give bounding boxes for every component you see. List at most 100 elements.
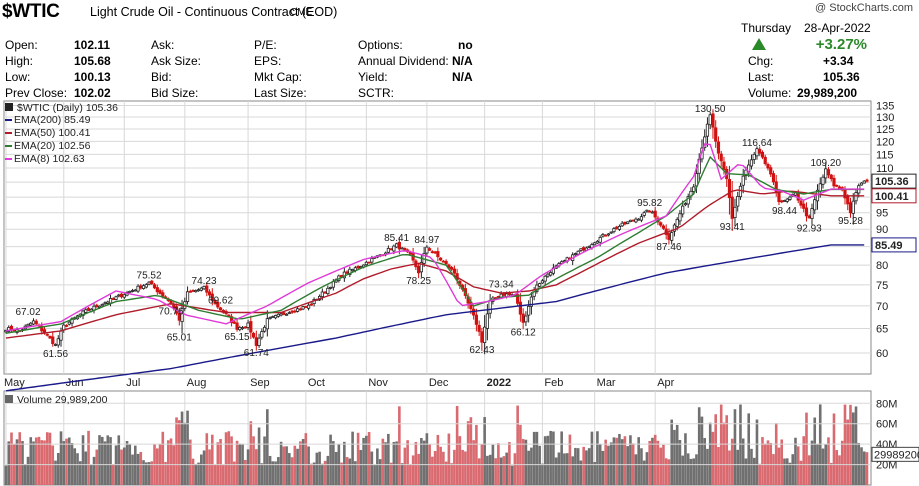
candle-body	[328, 286, 333, 289]
volume-bar	[370, 451, 374, 485]
legend-ema-entry: EMA(20) 102.56	[14, 140, 91, 152]
volume-bar	[703, 438, 707, 485]
volume-bar	[664, 458, 668, 485]
volume-bar	[321, 463, 324, 485]
volume-bar	[219, 439, 222, 485]
price-tick-label: 70	[876, 301, 888, 313]
volume-bar	[100, 436, 104, 485]
volume-bar	[736, 449, 740, 485]
candle-body	[615, 226, 619, 229]
volume-bar	[359, 449, 363, 485]
price-tick-label: 125	[876, 124, 894, 136]
candle-body	[100, 304, 104, 307]
volume-bar	[821, 448, 825, 485]
volume-bar	[271, 461, 275, 485]
volume-bar	[76, 453, 79, 485]
volume-bar	[373, 465, 376, 485]
volume-bar	[612, 437, 616, 485]
candle-body	[136, 285, 140, 292]
volume-bar	[865, 452, 869, 485]
volume-bar	[420, 438, 423, 485]
volume-bar	[750, 448, 753, 485]
price-annotation: 95.28	[838, 216, 863, 227]
volume-bar	[277, 457, 280, 485]
volume-bar	[120, 449, 123, 485]
stockcharts-credit[interactable]: @ StockCharts.com	[815, 2, 913, 14]
volume-bar	[216, 442, 220, 485]
volume-bar	[810, 440, 814, 485]
volume-bar	[98, 435, 101, 485]
volume-bar	[4, 465, 8, 485]
price-tick-label: 110	[876, 163, 894, 175]
volume-bar	[604, 439, 607, 485]
volume-bar	[109, 437, 112, 485]
volume-bar	[846, 419, 850, 485]
candle-body	[356, 266, 360, 269]
price-annotation: 84.97	[414, 235, 439, 246]
candle-body	[450, 266, 454, 270]
volume-bar	[348, 458, 352, 485]
volume-bar	[334, 451, 338, 485]
candle-body	[345, 271, 349, 274]
candle-body	[295, 308, 300, 312]
ema-line-ema200	[5, 244, 865, 392]
candle-body	[243, 326, 247, 329]
ema-line-ema50	[5, 189, 865, 339]
volume-bar	[739, 404, 742, 485]
volume-bar	[686, 453, 690, 485]
month-label: Mar	[597, 377, 616, 389]
volume-bar	[857, 442, 861, 485]
volume-bar	[29, 437, 33, 485]
volume-bar	[568, 434, 572, 485]
volume-bar	[288, 453, 291, 485]
volume-bar	[805, 412, 808, 485]
volume-bar	[483, 417, 486, 485]
month-label: Oct	[308, 377, 325, 389]
volume-bar	[607, 445, 610, 485]
volume-bar	[279, 441, 283, 485]
candle-body	[488, 300, 492, 314]
volume-bar	[398, 406, 401, 485]
volume-bar	[32, 441, 35, 485]
candle-body	[843, 188, 847, 199]
volume-bar	[323, 460, 327, 485]
candle-body	[152, 284, 157, 289]
volume-legend-label: Volume 29,989,200	[17, 394, 108, 406]
candle-body	[529, 296, 534, 307]
volume-bar	[213, 464, 217, 485]
volume-bar	[70, 442, 74, 485]
candle-body	[788, 196, 792, 200]
volume-bar	[843, 404, 847, 485]
volume-bar	[733, 409, 737, 485]
volume-bar	[684, 433, 687, 485]
candle-body	[364, 261, 368, 266]
candle-body	[595, 240, 600, 244]
candle-body	[623, 221, 627, 225]
candle-body	[485, 313, 489, 329]
candle-body	[290, 310, 294, 313]
candle-body	[782, 200, 787, 202]
candle-body	[543, 275, 547, 282]
price-annotation: 78.25	[406, 276, 431, 287]
volume-bar	[730, 438, 734, 485]
candle-body	[703, 136, 707, 148]
volume-bar	[117, 435, 121, 485]
volume-value: 29,989,200	[797, 86, 858, 100]
volume-bar	[222, 465, 225, 485]
candle-body	[730, 196, 734, 219]
candle-body	[837, 186, 842, 189]
price-tick-label: 115	[876, 149, 894, 161]
volume-bar	[772, 454, 775, 485]
candle-body	[692, 186, 696, 192]
volume-bar	[755, 419, 759, 485]
candle-body	[117, 294, 121, 297]
quote-day: Thursday	[741, 21, 792, 35]
candle-body	[417, 265, 421, 274]
price-annotation: 116.64	[742, 138, 772, 149]
volume-bar	[783, 458, 786, 485]
volume-bar	[318, 451, 321, 485]
candle-body	[653, 210, 657, 218]
volume-bar	[818, 404, 822, 485]
bid-label: Bid:	[151, 70, 172, 84]
price-tick-label: 75	[876, 280, 888, 292]
